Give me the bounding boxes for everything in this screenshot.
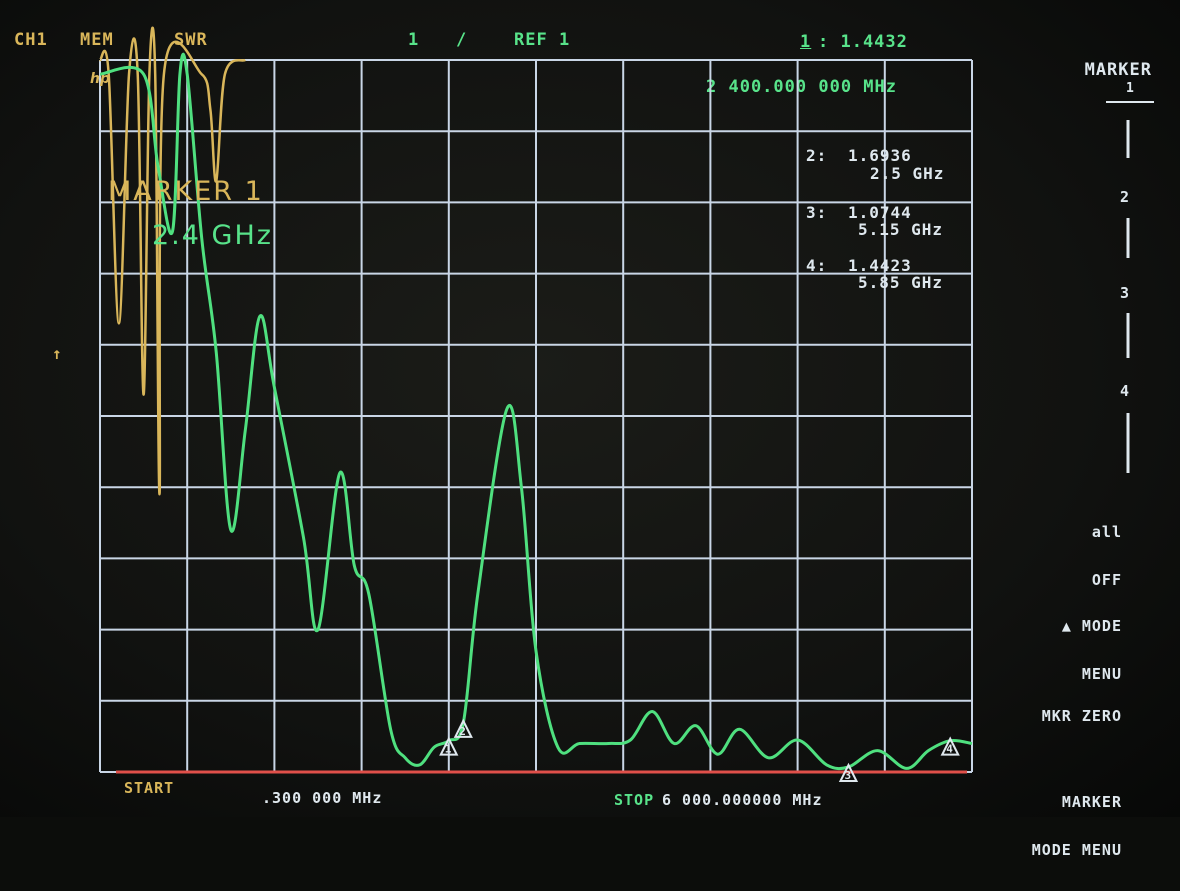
swr-trace-line (99, 52, 973, 771)
memory-label: MEM (80, 30, 114, 50)
softkey-marker-selector: 1 (1106, 81, 1154, 473)
softkey-marker-mode-menu[interactable]: MARKER MODE MENU (1031, 793, 1122, 859)
marker-annotation-frequency: 2.4 GHz (152, 220, 273, 251)
softkey-marker-4[interactable]: 4 (1120, 382, 1131, 400)
traces (98, 26, 973, 771)
reference-value: REF 1 (514, 30, 571, 50)
marker-4-triangle (940, 736, 960, 756)
hp-logo: hp (90, 71, 110, 87)
softkey-marker-3[interactable]: 3 (1120, 284, 1131, 302)
start-label: START (124, 779, 175, 797)
analyzer-screen: CH1 MEM SWR 1 / REF 1 1 : 1.4432 2 400.0… (0, 0, 1180, 858)
marker-triangles: 12 3 4 (439, 718, 960, 783)
stop-frequency: 6 000.000000 MHz (662, 791, 823, 809)
marker-2-number: 2 (459, 725, 466, 738)
softkey-mkr-zero[interactable]: MKR ZERO (1041, 707, 1122, 725)
marker-4-number: 4 (946, 743, 953, 756)
reference-arrow-icon: ↑ (52, 344, 63, 363)
softkey-mode-menu[interactable]: ▲ MODE MENU (1061, 617, 1122, 683)
svg-text:1: 1 (1126, 81, 1134, 96)
active-marker-value: : 1.4432 (818, 32, 908, 52)
scale-separator: / (456, 30, 468, 50)
start-frequency: .300 000 MHz (262, 789, 383, 807)
graticule (99, 59, 973, 774)
marker-1-triangle (439, 736, 459, 756)
softkey-marker-2[interactable]: 2 (1120, 188, 1131, 206)
active-marker-number: 1 (800, 32, 812, 52)
marker-annotation-title: MARKER 1 (108, 176, 264, 207)
marker-1-number: 1 (445, 743, 452, 756)
scale-value: 1 (408, 30, 420, 50)
marker-2-triangle (453, 718, 473, 738)
channel-label: CH1 (14, 30, 48, 50)
stop-label: STOP (614, 791, 655, 809)
softkey-menu-title: MARKER (1084, 60, 1152, 80)
memory-trace-line (98, 26, 247, 496)
marker-3-number: 3 (844, 769, 851, 782)
marker-3-triangle (838, 762, 859, 783)
softkey-all-off[interactable]: all OFF (1091, 523, 1122, 589)
